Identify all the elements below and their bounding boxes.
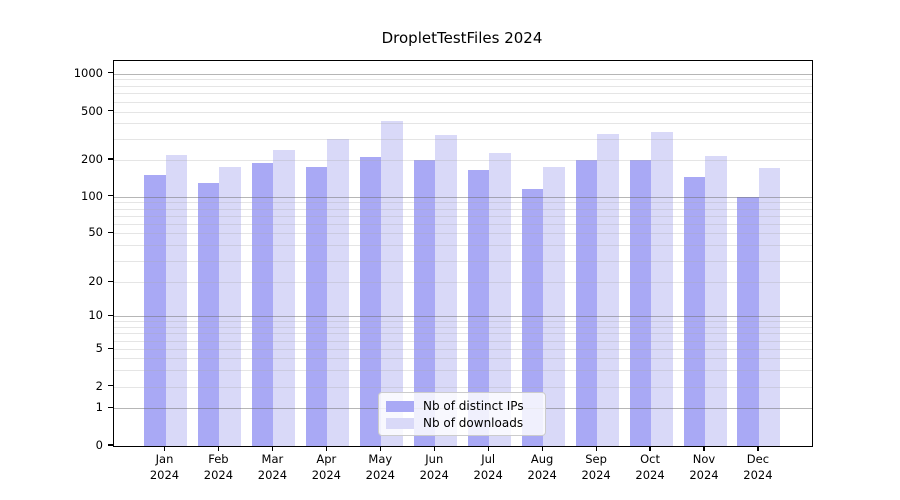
y-tick-mark-2 — [108, 385, 113, 387]
y-tick-mark-50 — [108, 231, 113, 233]
x-tick-label-sep: Sep 2024 — [581, 452, 611, 482]
legend-label-distinct-ips: Nb of distinct IPs — [423, 399, 524, 413]
x-tick-label-nov: Nov 2024 — [689, 452, 719, 482]
y-tick-mark-200 — [108, 158, 113, 160]
legend-item-distinct-ips: Nb of distinct IPs — [386, 398, 537, 414]
x-tick-label-may: May 2024 — [365, 452, 395, 482]
x-tick-mark-jun — [433, 446, 435, 451]
chart-title: DropletTestFiles 2024 — [381, 29, 543, 47]
bar-may-distinct-ips — [359, 157, 382, 446]
bar-may-downloads — [381, 120, 403, 446]
x-tick-label-jun: Jun 2024 — [419, 452, 449, 482]
y-tick-label-100: 100 — [81, 188, 103, 203]
bar-oct-downloads — [651, 132, 673, 446]
bar-dec-distinct-ips — [737, 196, 759, 446]
bar-aug-distinct-ips — [521, 189, 544, 446]
x-tick-label-apr: Apr 2024 — [311, 452, 341, 482]
y-tick-label-0: 0 — [95, 438, 103, 452]
gridline-y-900 — [114, 79, 812, 81]
x-tick-mark-nov — [703, 446, 705, 451]
y-tick-mark-1000 — [108, 72, 113, 74]
y-tick-label-500: 500 — [81, 103, 103, 118]
legend-label-downloads: Nb of downloads — [423, 416, 524, 430]
gridline-y-1000 — [114, 73, 812, 75]
x-tick-mark-apr — [325, 446, 327, 451]
bar-mar-downloads — [273, 150, 295, 446]
bar-jun-distinct-ips — [413, 159, 436, 446]
bar-dec-downloads — [758, 167, 781, 446]
bar-oct-distinct-ips — [629, 159, 652, 446]
legend-swatch-downloads — [386, 417, 414, 429]
legend-item-downloads: Nb of downloads — [386, 415, 537, 431]
bar-aug-downloads — [543, 167, 565, 446]
y-tick-label-5: 5 — [95, 341, 103, 356]
y-tick-mark-1 — [108, 406, 113, 408]
y-tick-mark-5 — [108, 347, 113, 349]
y-tick-mark-100 — [108, 195, 113, 197]
plot-area — [113, 60, 813, 447]
x-tick-label-jan: Jan 2024 — [149, 452, 180, 482]
y-tick-label-10: 10 — [88, 308, 103, 323]
gridline-y-400 — [114, 123, 812, 125]
bar-jan-distinct-ips — [144, 175, 166, 446]
x-tick-mark-jan — [163, 446, 166, 451]
gridline-y-600 — [114, 101, 812, 103]
bar-nov-downloads — [705, 156, 727, 446]
bar-sep-downloads — [597, 133, 619, 446]
x-tick-mark-feb — [217, 446, 220, 451]
x-tick-mark-may — [379, 446, 381, 451]
x-tick-label-oct: Oct 2024 — [635, 452, 665, 482]
x-tick-mark-mar — [271, 446, 273, 451]
gridline-y-300 — [114, 138, 812, 140]
x-tick-mark-oct — [649, 446, 651, 451]
bar-jul-downloads — [489, 152, 511, 446]
y-tick-mark-500 — [108, 110, 113, 112]
bar-apr-downloads — [327, 138, 349, 446]
y-tick-label-200: 200 — [81, 151, 103, 166]
x-tick-label-aug: Aug 2024 — [527, 452, 557, 482]
y-tick-label-1000: 1000 — [73, 65, 103, 80]
gridline-y-800 — [114, 85, 812, 87]
x-tick-mark-jul — [487, 446, 489, 451]
gridline-y-700 — [114, 93, 812, 95]
y-tick-label-2: 2 — [95, 378, 103, 393]
legend-swatch-distinct-ips — [386, 400, 414, 412]
bar-mar-distinct-ips — [251, 162, 274, 446]
x-tick-mark-dec — [757, 446, 759, 451]
bar-jan-downloads — [165, 154, 187, 446]
y-tick-mark-10 — [108, 314, 113, 317]
x-tick-mark-aug — [541, 446, 543, 451]
x-tick-label-dec: Dec 2024 — [743, 452, 773, 482]
y-tick-label-50: 50 — [88, 225, 103, 240]
x-tick-label-feb: Feb 2024 — [203, 452, 234, 482]
x-tick-mark-sep — [595, 446, 597, 451]
y-tick-label-20: 20 — [88, 274, 103, 289]
y-tick-mark-0 — [108, 444, 113, 446]
bar-apr-distinct-ips — [305, 167, 328, 446]
y-tick-mark-20 — [108, 280, 113, 283]
x-tick-label-jul: Jul 2024 — [473, 452, 503, 482]
legend: Nb of distinct IPs Nb of downloads — [378, 392, 546, 436]
bar-feb-downloads — [219, 167, 241, 446]
gridline-y-500 — [114, 111, 812, 113]
bar-nov-distinct-ips — [683, 177, 705, 446]
x-tick-label-mar: Mar 2024 — [257, 452, 288, 482]
bar-jun-downloads — [435, 135, 457, 446]
bar-jul-distinct-ips — [467, 170, 490, 446]
y-tick-label-1: 1 — [95, 400, 103, 415]
bar-sep-distinct-ips — [575, 159, 598, 446]
bar-feb-distinct-ips — [197, 182, 220, 446]
